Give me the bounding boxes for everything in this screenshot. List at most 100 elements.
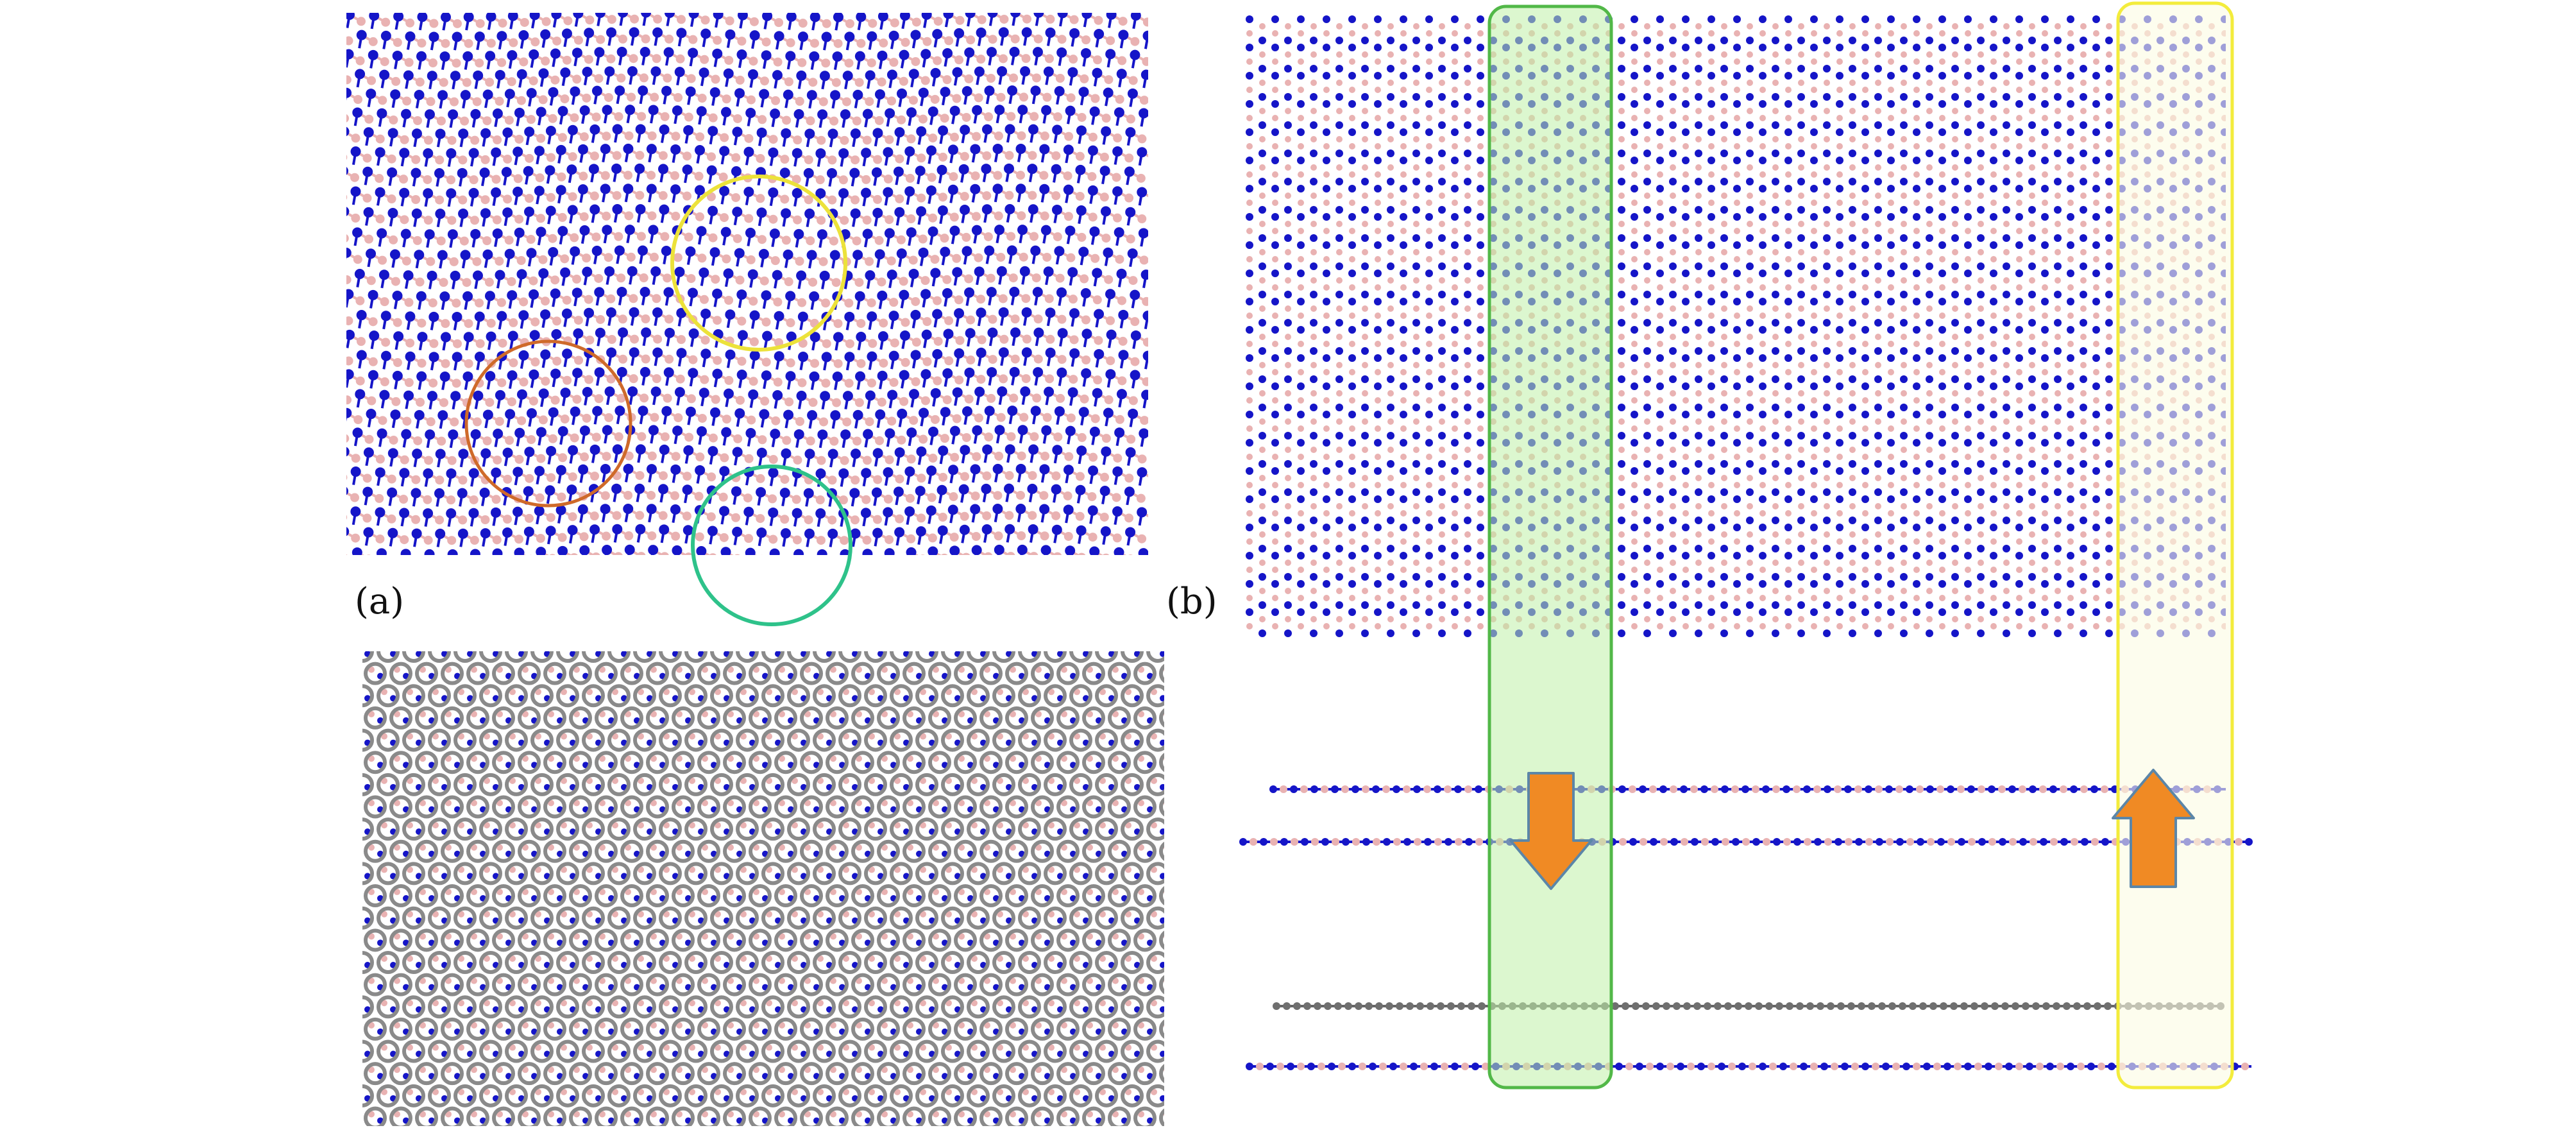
nitrogen-atom — [1039, 464, 1050, 475]
nitrogen-atom — [1361, 629, 1369, 637]
nitrogen-atom — [447, 549, 458, 555]
nitrogen-atom — [899, 330, 910, 341]
boron-atom — [493, 135, 502, 145]
boron-atom — [773, 57, 783, 67]
boron-atom — [350, 173, 360, 182]
nitrogen-atom — [416, 51, 427, 62]
carbon-ring — [890, 1084, 913, 1107]
nitrogen-atom — [570, 406, 580, 417]
boron-atom — [1179, 38, 1188, 47]
boron-atom — [831, 78, 841, 87]
nitrogen-atom — [1103, 87, 1114, 98]
nitrogen-atom — [1246, 608, 1253, 616]
carbon-ring — [362, 684, 374, 708]
carbon-ring — [479, 684, 502, 708]
carbon-ring — [838, 817, 861, 841]
nitrogen-atom — [1323, 467, 1330, 475]
nitrogen-atom — [745, 547, 756, 555]
nitrogen-atom — [369, 13, 380, 21]
boron-atom — [749, 377, 758, 386]
carbon-ring — [505, 728, 528, 752]
nitrogen-atom — [434, 168, 445, 179]
boron-atom — [558, 453, 568, 463]
carbon-ring — [402, 651, 425, 663]
boron-atom — [375, 134, 385, 144]
carbon-ring — [928, 662, 951, 685]
boron-atom — [612, 511, 622, 520]
boron-atom — [1323, 567, 1330, 573]
nitrogen-atom — [850, 208, 861, 219]
carbon-ring — [864, 773, 887, 796]
nitrogen-atom — [1348, 608, 1356, 616]
boron-atom — [827, 195, 837, 205]
nitrogen-atom — [495, 389, 505, 400]
carbon-ring — [684, 862, 708, 885]
nitrogen-atom — [1258, 488, 1266, 496]
nitrogen-atom — [356, 310, 367, 321]
carbon-ring — [915, 906, 938, 930]
nitrogen-atom — [1189, 271, 1199, 281]
boron-atom — [1189, 755, 1196, 762]
boron-atom — [1151, 235, 1160, 244]
boron-atom — [647, 451, 657, 461]
nitrogen-atom — [1017, 105, 1028, 115]
nitrogen-atom — [1374, 298, 1382, 305]
nitrogen-atom — [910, 309, 921, 320]
boron-atom — [1285, 588, 1291, 594]
boron-atom — [557, 212, 567, 222]
nitrogen-atom — [1297, 72, 1305, 80]
nitrogen-atom — [1284, 432, 1292, 440]
carbon-ring — [362, 773, 374, 796]
carbon-ring — [915, 950, 938, 974]
boron-atom — [458, 475, 468, 485]
boron-atom — [447, 536, 457, 545]
carbon-ring — [1005, 1017, 1028, 1041]
nitrogen-atom — [994, 425, 1005, 436]
boron-atom — [952, 94, 962, 103]
boron-atom — [330, 644, 336, 651]
boron-atom — [1272, 567, 1278, 573]
nitrogen-atom — [1152, 409, 1162, 420]
carbon-ring — [505, 1039, 528, 1063]
nitrogen-atom — [403, 270, 414, 281]
nitrogen-atom — [514, 547, 525, 555]
carbon-ring — [749, 795, 772, 819]
boron-atom — [1185, 536, 1194, 545]
boron-atom — [974, 413, 983, 423]
carbon-ring — [979, 706, 1003, 730]
boron-atom — [804, 515, 813, 525]
nitrogen-atom — [865, 70, 876, 81]
boron-atom — [1028, 191, 1037, 200]
boron-atom — [329, 415, 338, 423]
nitrogen-atom — [1043, 266, 1054, 277]
nitrogen-atom — [1099, 166, 1110, 176]
boron-atom — [1126, 114, 1135, 124]
boron-atom — [1246, 87, 1253, 93]
nitrogen-atom — [1271, 326, 1279, 334]
carbon-ring — [607, 651, 631, 663]
carbon-ring — [710, 1084, 733, 1107]
carbon-ring — [607, 684, 631, 708]
nitrogen-atom — [1246, 552, 1253, 560]
boron-atom — [770, 256, 780, 266]
carbon-ring — [569, 751, 592, 774]
boron-atom — [1077, 112, 1087, 122]
carbon-ring — [1133, 751, 1157, 774]
nitrogen-atom — [339, 1006, 345, 1013]
nitrogen-atom — [1387, 291, 1394, 298]
carbon-ring — [595, 706, 618, 730]
boron-atom — [731, 153, 741, 162]
carbon-ring — [1069, 906, 1092, 930]
carbon-ring — [595, 1106, 618, 1126]
nitrogen-atom — [908, 69, 919, 80]
carbon-ring — [838, 773, 861, 796]
boron-atom — [757, 235, 767, 244]
boron-atom — [918, 114, 928, 124]
carbon-ring — [838, 684, 861, 708]
carbon-ring — [1121, 862, 1144, 885]
carbon-ring — [1133, 928, 1157, 952]
nitrogen-atom — [1361, 262, 1369, 270]
boron-atom — [480, 195, 490, 205]
nitrogen-atom — [647, 464, 657, 475]
carbon-ring — [1108, 884, 1131, 908]
